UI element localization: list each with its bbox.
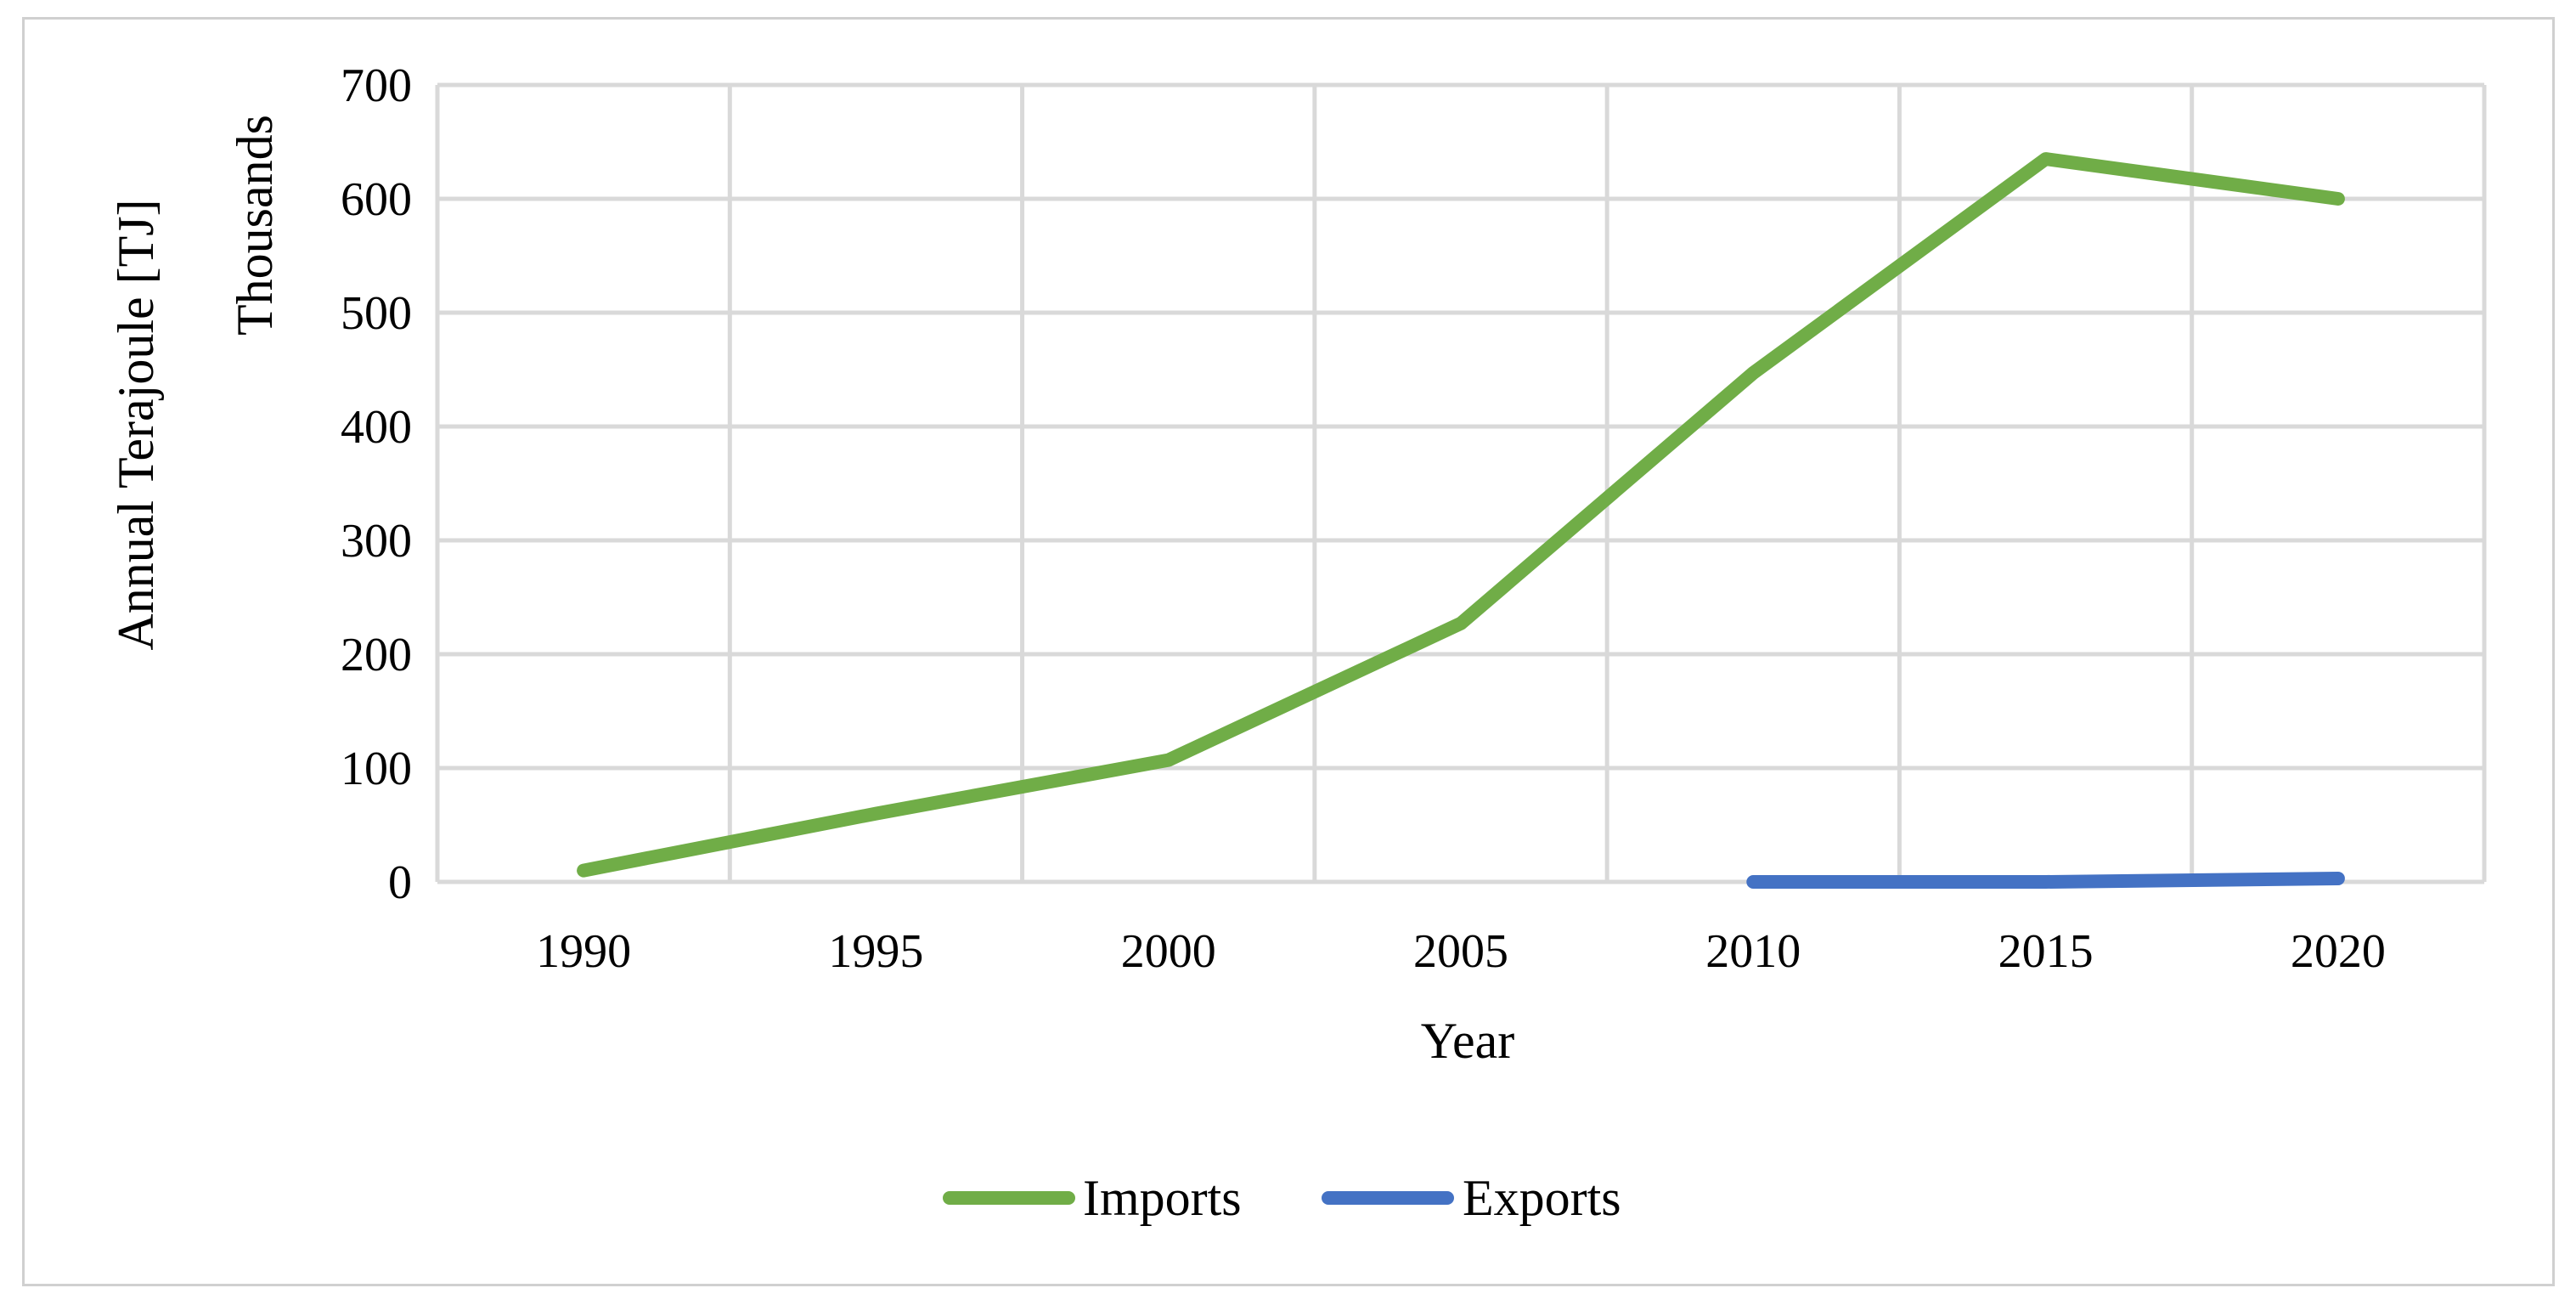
series-lines xyxy=(577,152,2345,889)
y-axis-title: Annual Terajoule [TJ] xyxy=(108,199,164,650)
x-tick-label: 2020 xyxy=(2291,925,2386,978)
x-tick-label: 2015 xyxy=(1998,925,2094,978)
legend-label-imports: Imports xyxy=(1083,1170,1242,1226)
y-tick-label: 300 xyxy=(341,515,412,568)
x-tick-labels: 1990 1995 2000 2005 2010 2015 2020 xyxy=(536,925,2386,978)
y-tick-label: 500 xyxy=(341,287,412,340)
y-tick-label: 700 xyxy=(341,59,412,112)
y-tick-label: 200 xyxy=(341,629,412,681)
y-tick-labels: 0 100 200 300 400 500 600 700 xyxy=(341,59,412,909)
y-tick-label: 100 xyxy=(341,743,412,795)
gridlines xyxy=(435,82,2487,882)
x-tick-label: 1990 xyxy=(536,925,631,978)
y-tick-label: 600 xyxy=(341,173,412,226)
y-tick-label: 0 xyxy=(388,856,412,909)
x-tick-label: 2010 xyxy=(1705,925,1801,978)
series-line-imports xyxy=(577,152,2345,878)
y-axis-unit-label: Thousands xyxy=(227,115,283,336)
legend: Imports Exports xyxy=(943,1170,1621,1226)
x-axis-title: Year xyxy=(1421,1013,1515,1069)
legend-label-exports: Exports xyxy=(1463,1170,1621,1226)
chart-frame xyxy=(22,17,2555,1286)
y-tick-label: 400 xyxy=(341,401,412,454)
x-tick-label: 2000 xyxy=(1121,925,1216,978)
x-tick-label: 1995 xyxy=(828,925,923,978)
x-tick-label: 2005 xyxy=(1413,925,1508,978)
series-line-exports xyxy=(1746,872,2345,889)
